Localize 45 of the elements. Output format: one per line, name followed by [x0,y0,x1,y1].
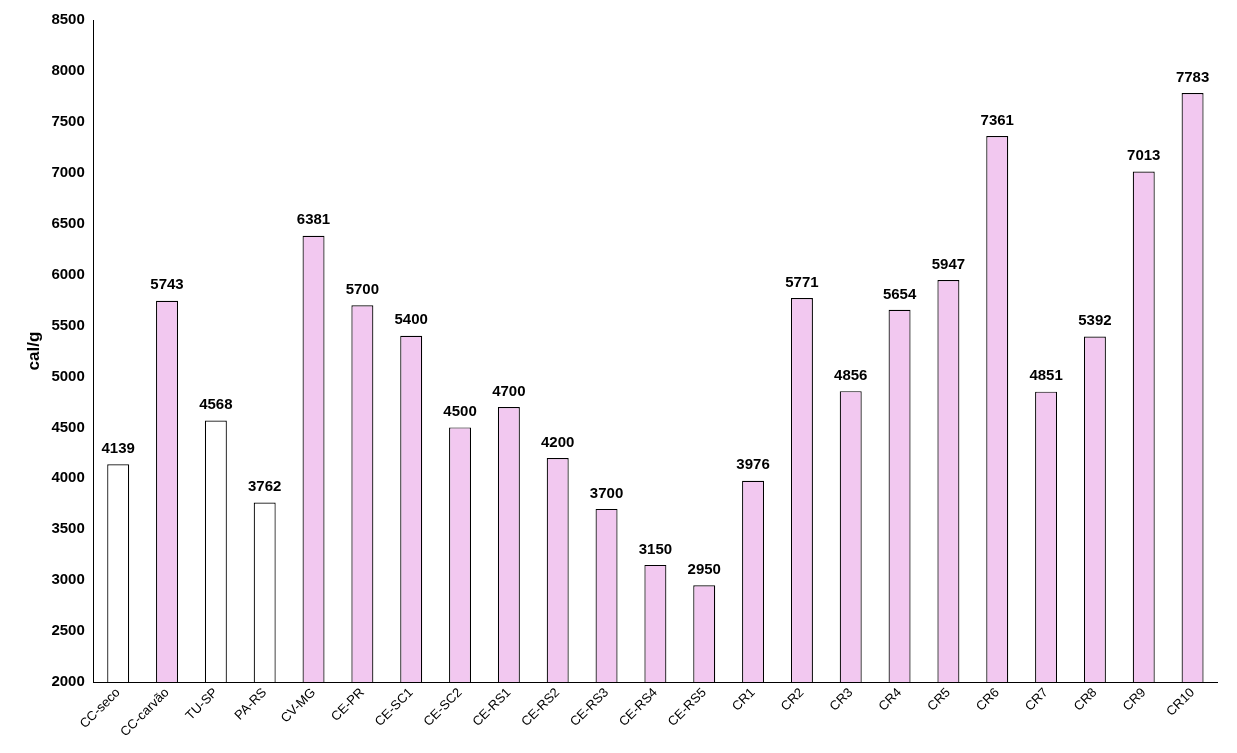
data-label: 4851 [1029,366,1063,384]
data-label: 3700 [589,483,624,501]
y-tick-label: 7000 [51,162,85,180]
data-label: 3976 [736,455,770,473]
x-tick-label: CR6 [972,684,1002,714]
data-label: 3762 [248,477,282,495]
data-label: 4200 [541,432,575,450]
y-tick-label: 2000 [51,672,85,690]
x-tick-label: CR8 [1070,684,1100,714]
data-label: 6381 [296,210,331,228]
data-label: 5392 [1078,311,1112,329]
data-label: 5771 [785,272,819,290]
data-label: 5400 [394,310,428,328]
data-label: 4500 [443,402,477,420]
y-tick-label: 5000 [51,366,85,384]
y-tick-label: 4000 [51,468,85,486]
data-label: 4568 [199,395,233,413]
data-label: 3150 [638,539,673,557]
y-tick-label: 3500 [51,519,85,537]
data-label: 7361 [980,110,1014,128]
y-tick-label: 2500 [51,621,85,639]
y-tick-label: 8000 [51,61,85,79]
y-axis-title: cal/g [23,331,43,371]
data-label: 5654 [882,284,917,302]
x-tick-label: CR4 [875,684,905,714]
y-tick-label: 8500 [51,10,85,28]
y-tick-label: 6500 [51,213,85,231]
data-label: 7013 [1127,146,1161,164]
x-tick-label: CR1 [728,684,758,714]
y-tick-label: 4500 [51,417,85,435]
data-label: 5947 [931,254,966,272]
data-label: 5700 [345,279,380,297]
y-tick-label: 5500 [51,315,85,333]
x-tick-label: CR9 [1119,684,1149,714]
data-label: 5743 [150,275,184,293]
x-tick-label: CR2 [777,684,807,714]
y-tick-label: 6000 [51,264,85,282]
y-tick-label: 3000 [51,570,85,588]
data-label: 4700 [492,381,526,399]
x-tick-label: CR3 [826,684,856,714]
data-label: 4856 [834,365,868,383]
data-label: 4139 [101,438,135,456]
data-label: 2950 [687,559,721,577]
data-label: 7783 [1175,67,1210,85]
y-tick-label: 7500 [51,111,85,129]
